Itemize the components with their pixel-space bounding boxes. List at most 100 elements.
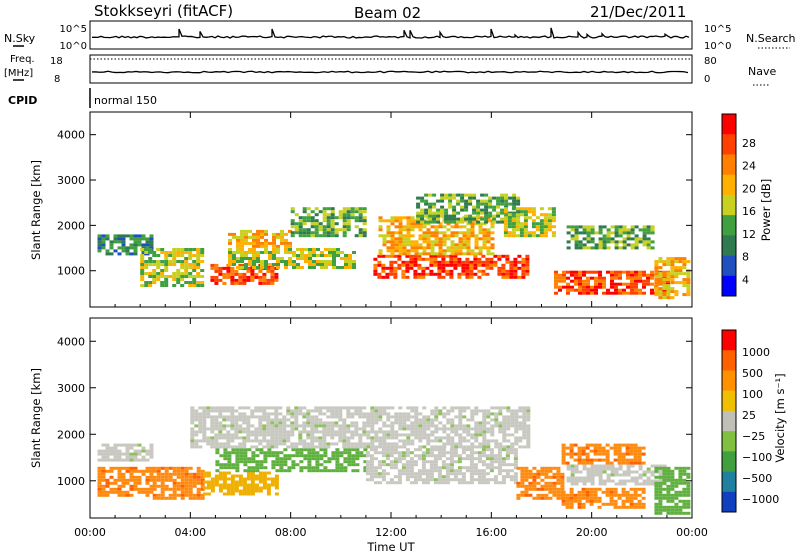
velocity-cell-1333 [474,409,479,413]
velocity-cell-54 [141,455,146,459]
velocity-cell-1307 [462,409,467,413]
velocity-cell-706 [230,412,235,416]
power-cell-333 [256,229,260,233]
velocity-cell-1003 [342,418,347,422]
power-cell-1560 [638,276,642,280]
velocity-cell-2055 [601,458,606,462]
velocity-cell-1223 [426,424,431,428]
power-cell-1421 [547,228,552,232]
velocity-cell-2239 [654,466,659,470]
velocity-cell-771 [254,436,259,440]
velocity-cell-1492 [373,448,378,452]
velocity-cell-2299 [670,499,675,503]
velocity-cell-1174 [406,427,411,431]
power-cell-1497 [594,291,598,295]
velocity-cell-1673 [457,454,462,458]
power-cell-1301 [500,217,505,221]
power-cell-433 [276,251,280,254]
power-cell-856 [513,269,518,273]
velocity-cell-857 [286,409,291,413]
power-cell-930 [402,216,407,220]
velocity-cell-1552 [401,466,406,470]
velocity-cell-2203 [642,470,647,474]
velocity-cell-553 [335,457,340,461]
velocity-cell-401 [223,454,228,458]
power-cell-1561 [638,279,642,283]
velocity-cell-1050 [358,436,363,440]
velocity-cell-1855 [544,472,549,476]
velocity-cell-1993 [637,487,642,491]
velocity-cell-195 [164,478,169,482]
velocity-cell-1092 [374,421,379,425]
velocity-cell-565 [343,457,348,461]
power-cell-1449 [566,282,570,286]
power-cell-864 [521,260,526,264]
velocity-cell-2251 [654,511,659,515]
velocity-cell-343 [242,492,247,496]
velocity-cell-1707 [473,451,478,455]
velocity-cell-751 [246,424,251,428]
velocity-cell-1796 [513,472,518,476]
power-cell-937 [402,246,407,250]
velocity-cell-1155 [398,427,403,431]
power-cell-772 [449,275,454,279]
velocity-cell-1733 [485,448,490,452]
velocity-cell-696 [226,418,231,422]
power-cell-396 [244,266,248,269]
velocity-cell-1623 [433,466,438,470]
velocity-cell-2124 [574,479,579,483]
power-cell-672 [377,272,382,276]
velocity-cell-265 [196,475,201,479]
velocity-cell-528 [315,460,320,464]
velocity-cell-427 [239,460,244,464]
velocity-cell-1188 [410,442,415,446]
velocity-cell-1672 [453,478,458,482]
velocity-cell-1291 [454,442,459,446]
velocity-cell-2043 [593,446,598,450]
power-cell-1567 [642,282,646,286]
power-cell-1416 [547,213,552,217]
velocity-cell-1628 [437,451,442,455]
velocity-cell-2006 [561,452,566,456]
velocity-cell-583 [355,454,360,458]
velocity-cell-148 [145,466,150,470]
velocity-cell-927 [310,445,315,449]
power-cell-1054 [450,249,455,253]
velocity-cell-692 [222,445,227,449]
velocity-cell-640 [206,409,211,413]
power-cell-149 [172,275,177,278]
velocity-cell-400 [223,451,228,455]
velocity-cell-173 [156,466,161,470]
velocity-cell-1094 [374,433,379,437]
power-cell-1125 [482,231,487,235]
power-cell-1527 [618,273,622,277]
power-cell-823 [489,260,494,264]
velocity-cell-1261 [442,430,447,434]
velocity-cell-1437 [514,436,519,440]
power-cell-459 [296,266,300,269]
velocity-cell-1918 [577,493,582,497]
power-cell-542 [298,219,303,223]
power-cell-617 [338,213,343,217]
velocity-cell-726 [238,406,243,410]
velocity-cell-1493 [373,451,378,455]
velocity-cell-907 [306,415,311,419]
velocity-cell-736 [242,406,247,410]
velocity-cell-630 [202,415,207,419]
velocity-cell-2298 [670,496,675,500]
velocity-cell-382 [270,477,275,481]
velocity-cell-209 [172,478,177,482]
velocity-cell-1819 [524,484,529,488]
velocity-cell-2196 [634,479,639,483]
velocity-cell-1062 [362,442,367,446]
velocity-cell-2050 [597,452,602,456]
velocity-cell-1886 [556,493,561,497]
power-cell-658 [362,216,367,220]
velocity-cell-1196 [414,427,419,431]
power-cell-1048 [450,225,455,229]
power-cell-166 [180,266,185,269]
velocity-cell-230 [180,484,185,488]
velocity-cell-251 [188,487,193,491]
velocity-cell-806 [266,439,271,443]
